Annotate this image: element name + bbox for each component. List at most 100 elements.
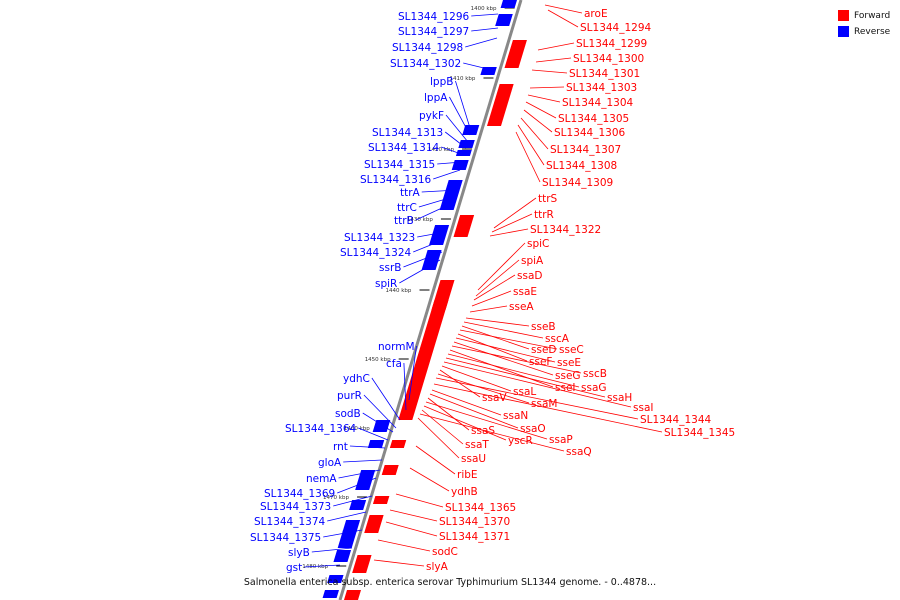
- forward-gene-label[interactable]: ssaH: [607, 392, 632, 404]
- reverse-gene-label[interactable]: SL1344_1373: [260, 501, 331, 513]
- reverse-gene-arrow[interactable]: [322, 590, 339, 598]
- forward-gene-label[interactable]: spiC: [527, 238, 549, 250]
- forward-gene-label[interactable]: ssaN: [503, 410, 528, 422]
- forward-gene-label[interactable]: ssaI: [633, 402, 653, 414]
- forward-gene-label[interactable]: SL1344_1301: [569, 68, 640, 80]
- forward-gene-label[interactable]: spiA: [521, 255, 544, 267]
- forward-gene-label[interactable]: yscR: [508, 435, 533, 447]
- forward-gene-label[interactable]: SL1344_1307: [550, 144, 621, 156]
- reverse-gene-label[interactable]: ttrB: [394, 215, 414, 227]
- forward-gene-label[interactable]: sscB: [583, 368, 607, 380]
- forward-gene-label[interactable]: SL1344_1305: [558, 113, 629, 125]
- reverse-gene-label[interactable]: SL1344_1298: [392, 42, 463, 54]
- reverse-gene-arrow[interactable]: [451, 160, 469, 170]
- reverse-gene-label[interactable]: lppB: [430, 76, 453, 88]
- reverse-gene-label[interactable]: SL1344_1314: [368, 142, 440, 154]
- reverse-gene-arrow[interactable]: [367, 440, 385, 448]
- forward-gene-arrow[interactable]: [354, 555, 372, 565]
- forward-gene-label[interactable]: ttrS: [538, 193, 558, 205]
- forward-gene-label[interactable]: SL1344_1371: [439, 531, 510, 543]
- reverse-gene-arrow[interactable]: [500, 0, 517, 8]
- forward-gene-label[interactable]: SL1344_1345: [664, 427, 735, 439]
- forward-gene-arrow[interactable]: [453, 215, 475, 237]
- forward-gene-label[interactable]: sseA: [509, 301, 534, 313]
- reverse-gene-arrow[interactable]: [372, 420, 391, 432]
- reverse-gene-label[interactable]: SL1344_1323: [344, 232, 415, 244]
- forward-gene-label[interactable]: ssaQ: [566, 446, 592, 458]
- forward-gene-label[interactable]: SL1344_1303: [566, 82, 637, 94]
- forward-gene-label[interactable]: slyA: [426, 561, 449, 573]
- reverse-gene-label[interactable]: SL1344_1315: [364, 159, 435, 171]
- reverse-gene-label[interactable]: slyB: [288, 547, 310, 559]
- reverse-gene-label[interactable]: ssrB: [379, 262, 401, 274]
- forward-gene-label[interactable]: ssaP: [549, 434, 573, 446]
- forward-gene-label[interactable]: ribE: [457, 469, 478, 481]
- reverse-gene-arrow[interactable]: [342, 520, 361, 532]
- reverse-gene-arrow[interactable]: [495, 14, 513, 26]
- reverse-gene-label[interactable]: ttrA: [400, 187, 421, 199]
- legend-reverse[interactable]: Reverse: [838, 24, 898, 39]
- reverse-gene-arrow[interactable]: [429, 225, 450, 245]
- reverse-gene-label[interactable]: spiR: [375, 278, 397, 290]
- forward-gene-label[interactable]: SL1344_1344: [640, 414, 712, 426]
- forward-gene-label[interactable]: SL1344_1309: [542, 177, 613, 189]
- forward-gene-label[interactable]: sseF: [529, 356, 552, 368]
- reverse-gene-label[interactable]: cfa: [386, 358, 402, 370]
- reverse-gene-label[interactable]: SL1344_1302: [390, 58, 461, 70]
- forward-gene-label[interactable]: SL1344_1365: [445, 502, 516, 514]
- forward-gene-arrow[interactable]: [372, 496, 390, 504]
- forward-gene-label[interactable]: sseB: [531, 321, 556, 333]
- forward-gene-label[interactable]: sseC: [559, 344, 584, 356]
- forward-gene-label[interactable]: aroE: [584, 8, 608, 20]
- forward-gene-label[interactable]: SL1344_1294: [580, 22, 652, 34]
- reverse-gene-label[interactable]: rnt: [333, 441, 348, 453]
- reverse-gene-label[interactable]: normM: [378, 341, 415, 353]
- reverse-gene-label[interactable]: SL1344_1324: [340, 247, 412, 259]
- reverse-gene-label[interactable]: purR: [337, 390, 362, 402]
- forward-gene-label[interactable]: SL1344_1304: [562, 97, 634, 109]
- reverse-gene-label[interactable]: ydhC: [343, 373, 370, 385]
- reverse-gene-arrow[interactable]: [458, 140, 475, 148]
- reverse-gene-label[interactable]: SL1344_1297: [398, 26, 469, 38]
- reverse-gene-label[interactable]: pykF: [419, 110, 444, 122]
- forward-gene-label[interactable]: sseG: [555, 370, 581, 382]
- reverse-gene-label[interactable]: SL1344_1375: [250, 532, 321, 544]
- forward-gene-arrow[interactable]: [352, 565, 369, 573]
- reverse-gene-label[interactable]: nemA: [306, 473, 337, 485]
- reverse-gene-arrow[interactable]: [349, 500, 367, 510]
- reverse-gene-arrow[interactable]: [337, 530, 358, 548]
- forward-gene-label[interactable]: ssaG: [581, 382, 607, 394]
- forward-gene-label[interactable]: ssaO: [520, 423, 546, 435]
- reverse-gene-label[interactable]: sodB: [335, 408, 361, 420]
- forward-gene-label[interactable]: ssaD: [517, 270, 542, 282]
- forward-gene-label[interactable]: ssaT: [465, 439, 489, 451]
- forward-gene-label[interactable]: ssaV: [482, 392, 507, 404]
- forward-gene-arrow[interactable]: [398, 300, 449, 420]
- reverse-gene-label[interactable]: SL1344_1374: [254, 516, 326, 528]
- forward-gene-arrow[interactable]: [486, 84, 514, 126]
- forward-gene-label[interactable]: SL1344_1308: [546, 160, 617, 172]
- reverse-gene-arrow[interactable]: [355, 470, 376, 490]
- forward-gene-arrow[interactable]: [504, 40, 527, 68]
- forward-gene-arrow[interactable]: [343, 590, 361, 600]
- reverse-gene-label[interactable]: SL1344_1313: [372, 127, 443, 139]
- reverse-gene-arrow[interactable]: [455, 150, 472, 156]
- reverse-gene-label[interactable]: gst: [286, 562, 302, 574]
- reverse-gene-label[interactable]: gloA: [318, 457, 342, 469]
- forward-gene-label[interactable]: sodC: [432, 546, 458, 558]
- forward-gene-label[interactable]: SL1344_1370: [439, 516, 510, 528]
- reverse-gene-arrow[interactable]: [439, 180, 463, 210]
- reverse-gene-label[interactable]: ttrC: [397, 202, 417, 214]
- reverse-gene-label[interactable]: SL1344_1364: [285, 423, 357, 435]
- forward-gene-label[interactable]: SL1344_1306: [554, 127, 626, 139]
- forward-gene-label[interactable]: sscA: [545, 333, 570, 345]
- reverse-gene-label[interactable]: SL1344_1369: [264, 488, 335, 500]
- forward-gene-arrow[interactable]: [389, 440, 407, 448]
- forward-gene-label[interactable]: ydhB: [451, 486, 478, 498]
- reverse-gene-label[interactable]: lppA: [424, 92, 448, 104]
- forward-gene-label[interactable]: ssaE: [513, 286, 537, 298]
- forward-gene-arrow[interactable]: [364, 515, 384, 533]
- reverse-gene-arrow[interactable]: [480, 67, 497, 75]
- forward-gene-label[interactable]: SL1344_1322: [530, 224, 601, 236]
- reverse-gene-arrow[interactable]: [462, 125, 480, 135]
